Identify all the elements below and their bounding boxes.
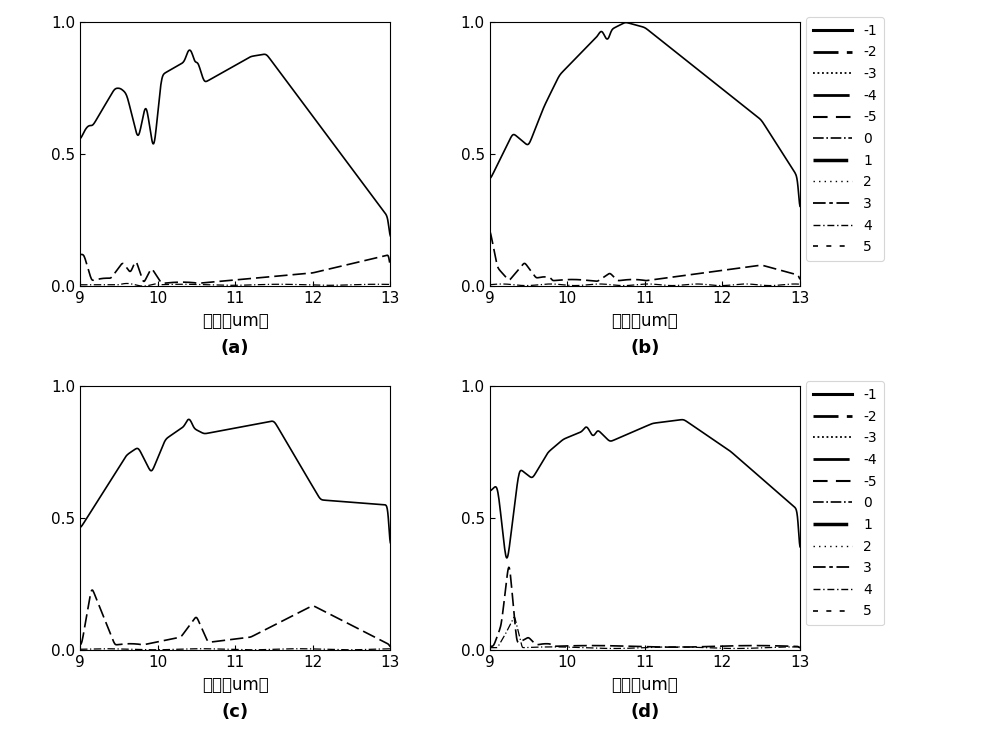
Legend: -1, -2, -3, -4, -5, 0, 1, 2, 3, 4, 5: -1, -2, -3, -4, -5, 0, 1, 2, 3, 4, 5 (806, 381, 884, 625)
X-axis label: 波长（um）: 波长（um） (611, 312, 678, 330)
Legend: -1, -2, -3, -4, -5, 0, 1, 2, 3, 4, 5: -1, -2, -3, -4, -5, 0, 1, 2, 3, 4, 5 (806, 17, 884, 261)
X-axis label: 波长（um）: 波长（um） (202, 312, 269, 330)
X-axis label: 波长（um）: 波长（um） (611, 675, 678, 694)
Text: (b): (b) (630, 339, 660, 357)
Text: (c): (c) (222, 703, 249, 721)
Text: (a): (a) (221, 339, 249, 357)
Text: (d): (d) (630, 703, 659, 721)
X-axis label: 波长（um）: 波长（um） (202, 675, 269, 694)
